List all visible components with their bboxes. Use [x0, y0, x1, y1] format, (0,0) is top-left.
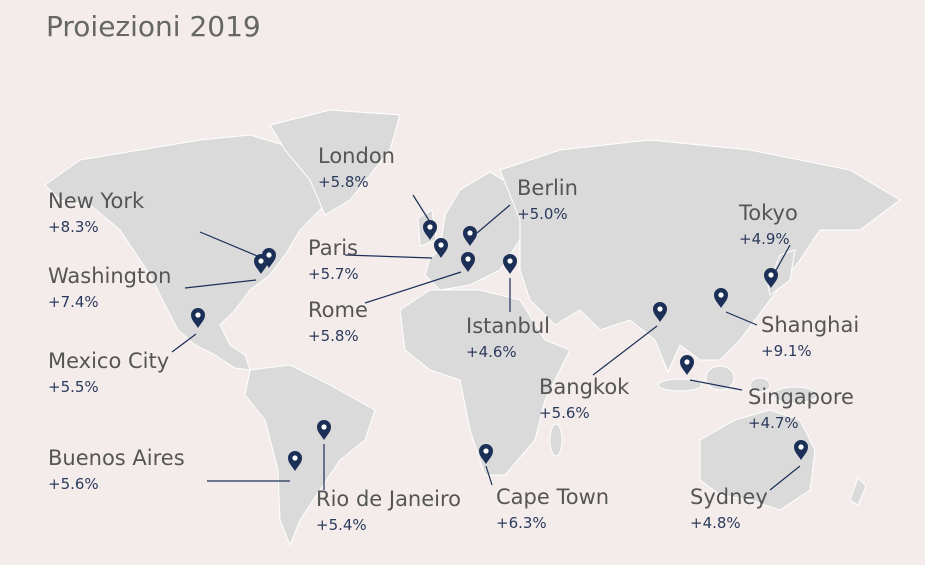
city-growth: +9.1%: [761, 342, 812, 360]
city-growth: +4.9%: [739, 230, 790, 248]
city-growth: +6.3%: [496, 514, 547, 532]
city-name: Berlin: [517, 176, 578, 200]
title: Proiezioni 2019: [46, 10, 261, 43]
city-growth: +5.5%: [48, 378, 99, 396]
leader-line: [725, 311, 758, 326]
city-name: Bangkok: [539, 375, 630, 399]
leader-line: [592, 325, 658, 376]
city-name: New York: [48, 189, 145, 213]
city-name: Rio de Janeiro: [316, 487, 461, 511]
city-name: London: [318, 144, 395, 168]
leader-line: [344, 254, 433, 259]
city-growth: +4.8%: [690, 514, 741, 532]
city-growth: +5.8%: [308, 327, 359, 345]
city-name: Cape Town: [496, 485, 609, 509]
world-map: [44, 109, 901, 547]
leader-line: [769, 465, 801, 491]
city-name: Sydney: [690, 485, 768, 509]
leader-line: [476, 204, 511, 234]
city-growth: +5.7%: [308, 265, 359, 283]
leader-line: [171, 333, 197, 353]
city-growth: +8.3%: [48, 218, 99, 236]
leader-line: [773, 244, 791, 275]
city-name: Istanbul: [466, 314, 550, 338]
city-growth: +5.6%: [539, 404, 590, 422]
city-name: Tokyo: [738, 201, 798, 225]
city-markers: London +5.8% New York +8.3% Washington +7.4% P…: [48, 144, 859, 534]
leader-line: [485, 465, 493, 486]
city-growth: +5.8%: [318, 173, 369, 191]
city-name: Buenos Aires: [48, 446, 185, 470]
leader-line: [364, 271, 462, 304]
city-growth: +5.4%: [316, 516, 367, 534]
city-name: Singapore: [748, 385, 854, 409]
leader-line: [412, 194, 431, 223]
leader-line: [184, 279, 257, 289]
city-growth: +5.6%: [48, 475, 99, 493]
city-growth: +4.7%: [748, 414, 799, 432]
city-growth: +5.0%: [517, 205, 568, 223]
leader-line: [199, 231, 263, 259]
city-growth: +7.4%: [48, 293, 99, 311]
city-growth: +4.6%: [466, 343, 517, 361]
leader-line: [689, 379, 743, 391]
city-name: Rome: [308, 298, 368, 322]
city-name: Paris: [308, 236, 358, 260]
city-name: Washington: [48, 264, 171, 288]
city-name: Shanghai: [761, 313, 859, 337]
city-name: Mexico City: [48, 349, 169, 373]
